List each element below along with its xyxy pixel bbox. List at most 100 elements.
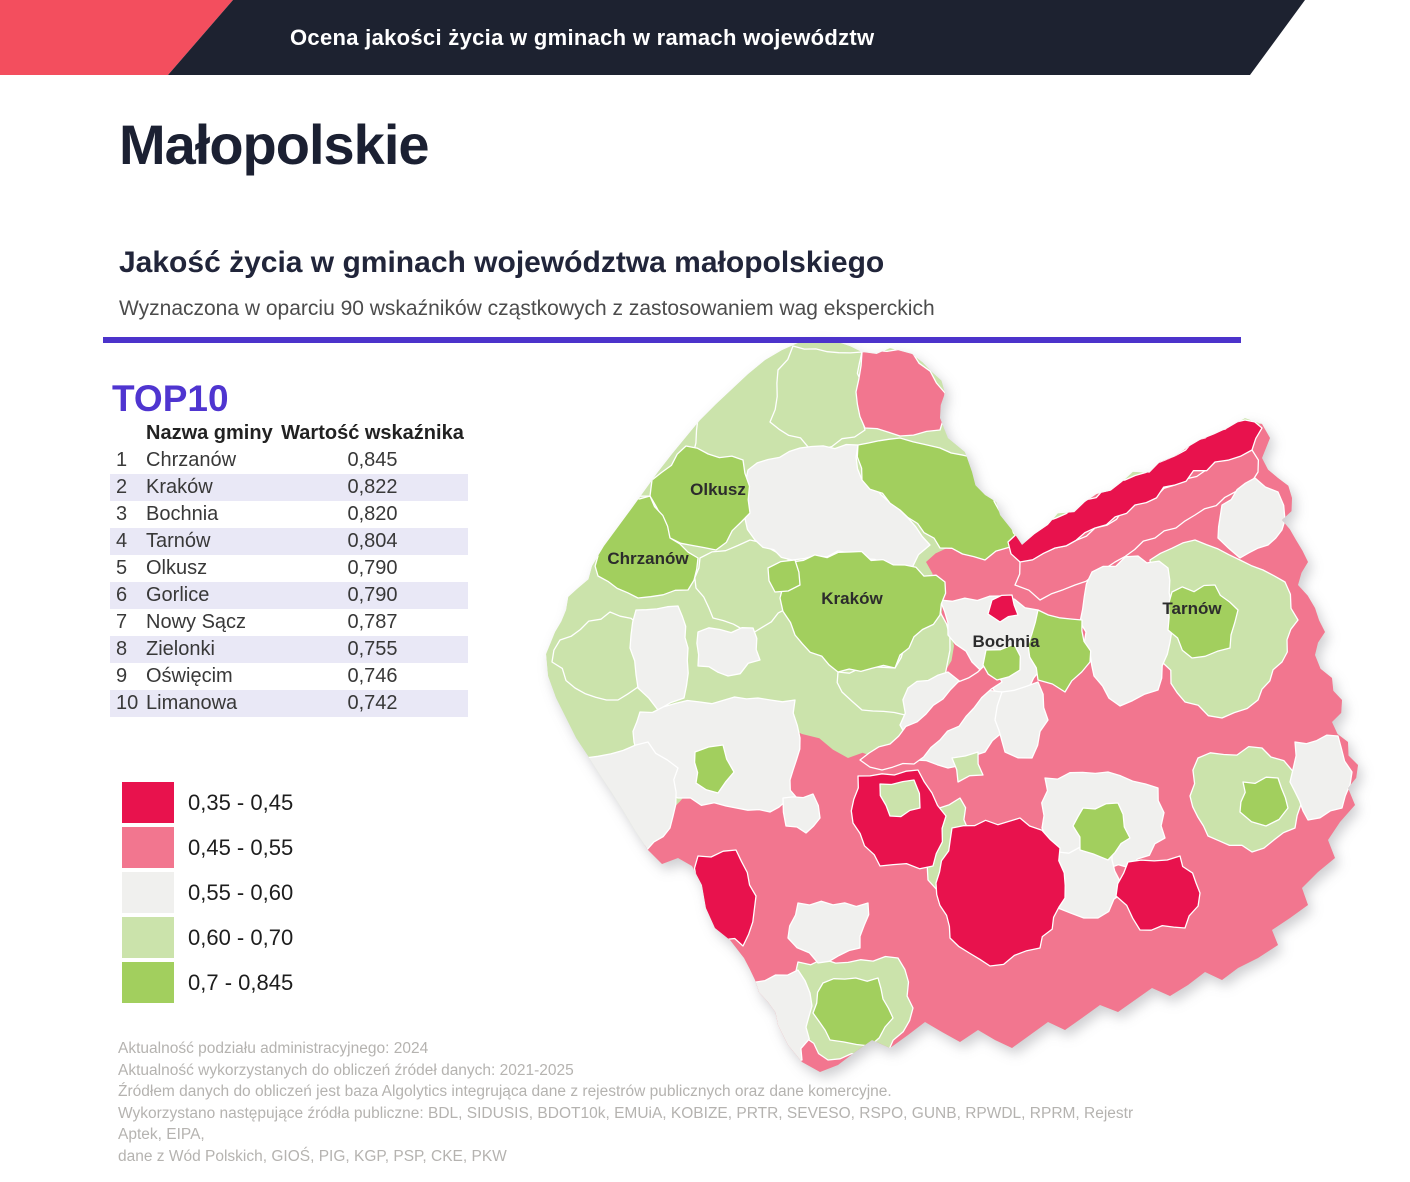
table-row: 8 Zielonki 0,755 (110, 636, 468, 663)
legend-swatch (122, 827, 174, 868)
legend-item: 0,45 - 0,55 (122, 825, 293, 870)
map-region (935, 817, 1066, 967)
indicator-value-cell: 0,804 (347, 530, 398, 552)
map-region (1007, 419, 1263, 563)
map-city-label: Tarnów (1162, 599, 1222, 618)
indicator-value-cell: 0,790 (347, 557, 398, 579)
purple-divider (103, 337, 1241, 343)
map-region (1079, 555, 1174, 707)
map-region (855, 348, 946, 437)
legend-swatch (122, 782, 174, 823)
gmina-name-cell: Nowy Sącz (146, 611, 247, 633)
table-row: 9 Oświęcim 0,746 (110, 663, 468, 690)
indicator-value-cell: 0,790 (347, 584, 398, 606)
banner-dark-strip (168, 0, 1305, 75)
legend-item: 0,7 - 0,845 (122, 960, 293, 1005)
footnote-line: Aktualność podziału administracyjnego: 2… (118, 1040, 429, 1057)
map-region (629, 605, 689, 711)
map-region (982, 643, 1021, 681)
table-row: 2 Kraków 0,822 (110, 474, 468, 501)
top10-heading: TOP10 (112, 378, 229, 419)
gmina-name-cell: Tarnów (146, 530, 211, 552)
rank-cell: 6 (116, 584, 128, 606)
gmina-name-cell: Zielonki (146, 638, 215, 660)
top-banner: Ocena jakości życia w gminach w ramach w… (0, 0, 1410, 78)
table-row: 3 Bochnia 0,820 (110, 501, 468, 528)
footnote-line: Wykorzystano następujące źródła publiczn… (118, 1104, 1134, 1144)
map-region (779, 550, 947, 673)
indicator-value-cell: 0,787 (347, 611, 398, 633)
map-region (696, 627, 761, 677)
legend-item: 0,35 - 0,45 (122, 780, 293, 825)
rank-cell: 5 (116, 557, 128, 579)
map-region (693, 744, 735, 794)
table-row: 6 Gorlice 0,790 (110, 582, 468, 609)
indicator-value-cell: 0,746 (347, 665, 398, 687)
gmina-name-cell: Kraków (146, 476, 213, 498)
footnote-line: dane z Wód Polskich, GIOŚ, PIG, KGP, PSP… (118, 1147, 507, 1165)
rank-cell: 1 (116, 449, 128, 471)
map-region (1027, 609, 1092, 693)
legend-swatch (122, 962, 174, 1003)
legend-item: 0,55 - 0,60 (122, 870, 293, 915)
map-region (987, 594, 1019, 623)
table-row: 10 Limanowa 0,742 (110, 690, 468, 717)
map-region (787, 900, 870, 964)
rank-cell: 7 (116, 611, 128, 633)
map-region (850, 769, 947, 870)
rank-cell: 3 (116, 503, 128, 525)
legend-range-label: 0,60 - 0,70 (188, 924, 294, 950)
map-region (769, 345, 866, 451)
gmina-name-cell: Oświęcim (146, 665, 233, 687)
gmina-name-cell: Chrzanów (146, 449, 237, 471)
chart-subtitle: Wyznaczona w oparciu 90 wskaźników cząst… (119, 297, 935, 320)
map-region (782, 793, 821, 834)
gmina-name-cell: Gorlice (146, 584, 210, 606)
table-row: 7 Nowy Sącz 0,787 (110, 609, 468, 636)
map-region (1167, 584, 1239, 659)
table-row: 1 Chrzanów 0,845 (110, 447, 468, 474)
map-legend: 0,35 - 0,45 0,45 - 0,55 0,55 - 0,60 0,60 - … (122, 780, 293, 1005)
map-region (1239, 776, 1289, 827)
rank-cell: 4 (116, 530, 128, 552)
map-region (767, 559, 801, 593)
page-title: Małopolskie (119, 113, 430, 176)
gmina-name-cell: Olkusz (146, 557, 208, 579)
table-body: 1 Chrzanów 0,845 2 Kraków 0,822 3 Bochnia 0,820 4… (110, 447, 468, 717)
map-region (812, 977, 894, 1047)
chart-title: Jakość życia w gminach województwa małop… (119, 246, 885, 279)
legend-swatch (122, 917, 174, 958)
rank-cell: 2 (116, 476, 128, 498)
legend-range-label: 0,45 - 0,55 (188, 834, 294, 860)
map-region (649, 445, 751, 551)
map-city-label: Chrzanów (607, 549, 689, 568)
legend-range-label: 0,55 - 0,60 (188, 879, 294, 905)
gmina-name-cell: Bochnia (146, 503, 219, 525)
map-city-label: Olkusz (690, 480, 746, 499)
map-region (879, 779, 921, 818)
name-column-header: Nazwa gminy (146, 422, 273, 444)
banner-title: Ocena jakości życia w gminach w ramach w… (290, 25, 875, 50)
footnote-line: Źródłem danych do obliczeń jest baza Alg… (118, 1083, 892, 1100)
indicator-value-cell: 0,820 (347, 503, 398, 525)
map-city-label: Bochnia (972, 632, 1040, 651)
indicator-value-cell: 0,755 (347, 638, 398, 660)
source-footnotes: Aktualność podziału administracyjnego: 2… (118, 1038, 1138, 1167)
table-header-row: Nazwa gminy Wartość wskaźnika (110, 420, 468, 447)
rank-cell: 9 (116, 665, 128, 687)
indicator-value-cell: 0,742 (347, 692, 398, 714)
map-region (1072, 802, 1131, 861)
map-region (1115, 855, 1201, 931)
map-region (1289, 734, 1353, 821)
rank-cell: 10 (116, 692, 139, 714)
map-region (939, 595, 1045, 701)
map-region (1217, 477, 1286, 559)
map-region (694, 539, 792, 634)
map-region (951, 751, 984, 783)
indicator-value-cell: 0,822 (347, 476, 398, 498)
map-region (994, 681, 1049, 759)
gmina-name-cell: Limanowa (146, 692, 238, 714)
table-row: 4 Tarnów 0,804 (110, 528, 468, 555)
legend-range-label: 0,7 - 0,845 (188, 969, 294, 995)
